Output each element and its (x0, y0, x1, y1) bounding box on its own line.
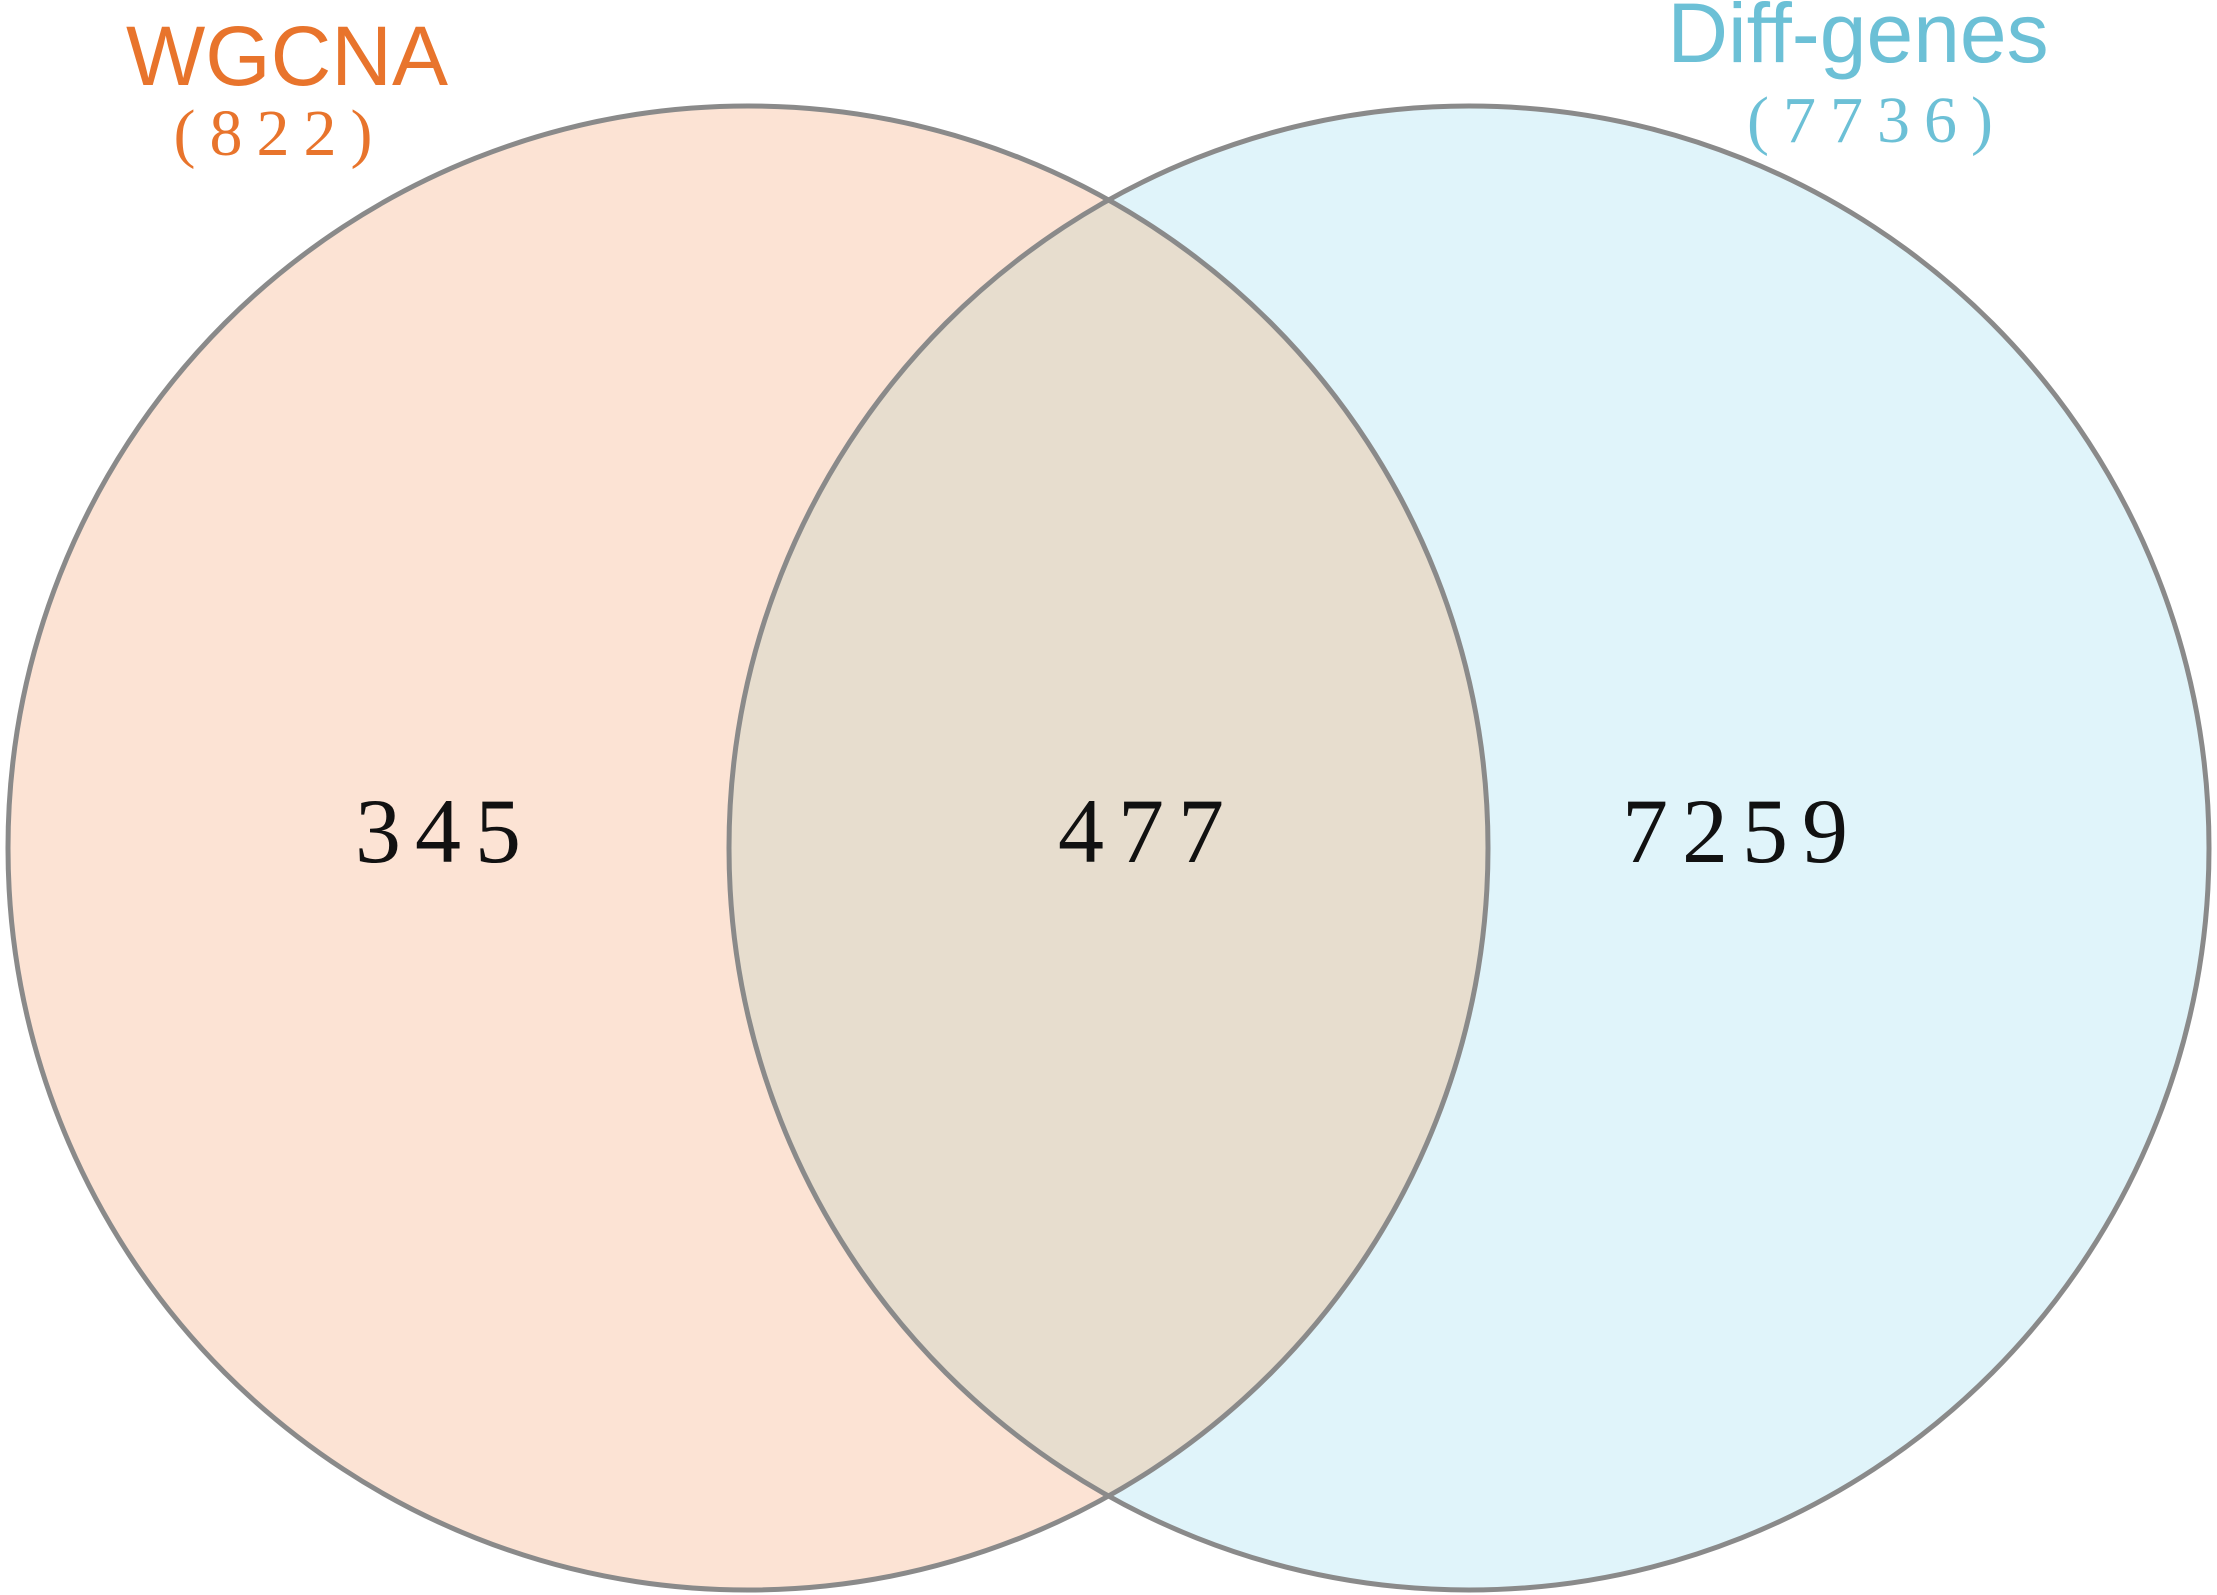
diff-genes-circle-outline (726, 103, 2212, 1593)
intersection-region (729, 106, 1488, 1590)
intersection-count: 477 (1058, 780, 1238, 882)
diff-genes-only-count: 7259 (1622, 780, 1862, 882)
wgcna-set-name: WGCNA (126, 9, 448, 103)
wgcna-only-count: 345 (355, 780, 535, 882)
wgcna-set-total: (822) (174, 97, 387, 170)
diff-genes-set-total: (7736) (1747, 84, 2007, 157)
wgcna-circle-outline (5, 103, 1491, 1593)
diff-genes-set-name: Diff-genes (1667, 0, 2048, 80)
